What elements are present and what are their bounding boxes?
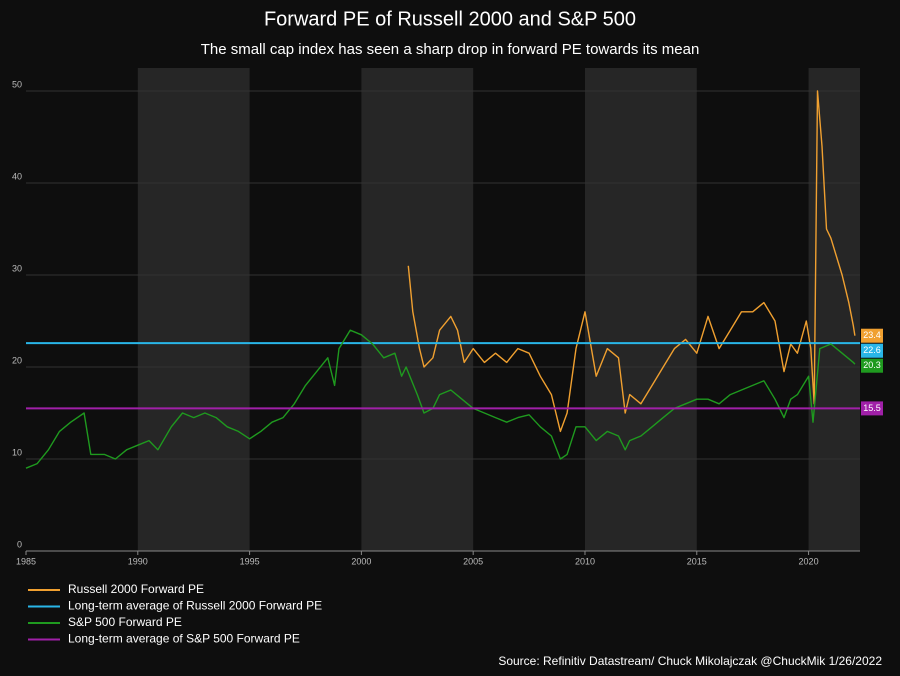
x-tick-label: 1985 xyxy=(16,556,36,566)
source-note: Source: Refinitiv Datastream/ Chuck Miko… xyxy=(498,654,882,668)
y-tick-label: 30 xyxy=(12,263,22,273)
shaded-band xyxy=(361,68,474,551)
series-line xyxy=(407,90,856,433)
x-tick-label: 1995 xyxy=(240,556,260,566)
y-tick-label: 20 xyxy=(12,355,22,365)
legend-label: Long-term average of Russell 2000 Forwar… xyxy=(68,599,322,613)
x-tick-label: 2010 xyxy=(575,556,595,566)
chart-title: Forward PE of Russell 2000 and S&P 500 xyxy=(264,8,636,30)
y-tick-label: 10 xyxy=(12,447,22,457)
legend-label: Long-term average of S&P 500 Forward PE xyxy=(68,632,300,646)
chart-subtitle: The small cap index has seen a sharp dro… xyxy=(201,41,700,58)
end-label-box xyxy=(861,343,883,358)
x-tick-label: 1990 xyxy=(128,556,148,566)
y-tick-label: 40 xyxy=(12,171,22,181)
legend-label: S&P 500 Forward PE xyxy=(68,615,182,629)
series-line xyxy=(25,329,856,469)
shaded-band xyxy=(584,68,697,551)
end-label-box xyxy=(861,401,883,416)
x-tick-label: 2015 xyxy=(687,556,707,566)
end-label: 23.4 xyxy=(863,330,881,340)
x-tick-label: 2005 xyxy=(463,556,483,566)
x-tick-label: 2000 xyxy=(351,556,371,566)
end-label-box xyxy=(861,328,883,343)
end-label: 15.5 xyxy=(863,403,881,413)
legend-label: Russell 2000 Forward PE xyxy=(68,582,204,596)
y-tick-label: 50 xyxy=(12,79,22,89)
x-tick-label: 2020 xyxy=(799,556,819,566)
y-tick-label: 0 xyxy=(17,539,22,549)
end-label: 20.3 xyxy=(863,360,881,370)
end-label: 22.6 xyxy=(863,345,881,355)
shaded-band xyxy=(137,68,250,551)
end-label-box xyxy=(861,358,883,373)
